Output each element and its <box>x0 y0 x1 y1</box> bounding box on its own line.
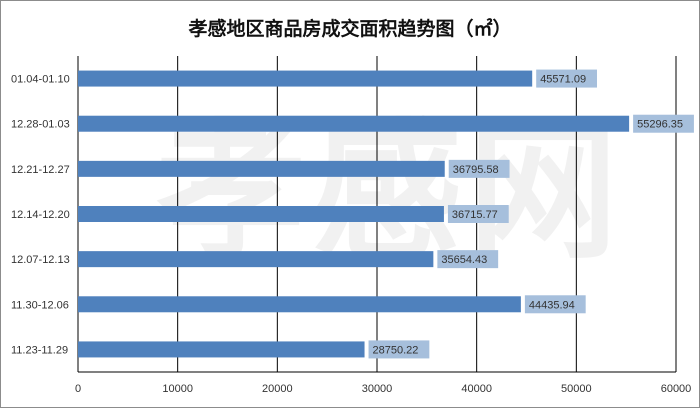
data-label-box <box>437 250 499 269</box>
data-label-box <box>633 114 694 133</box>
data-label: 36715.77 <box>452 209 498 221</box>
chart-title: 孝感地区商品房成交面积趋势图（㎡） <box>188 18 512 40</box>
category-label: 12.07-12.13 <box>11 254 70 266</box>
bar <box>78 115 630 132</box>
watermark: 孝感网 <box>155 106 624 280</box>
bar <box>78 206 444 222</box>
x-tick-label: 20000 <box>262 383 293 395</box>
category-label: 11.23-11.29 <box>11 344 68 356</box>
category-label: 12.14-12.20 <box>11 209 70 221</box>
category-label: 12.28-01.03 <box>11 119 70 131</box>
x-tick-label: 10000 <box>162 383 193 395</box>
bar <box>78 341 365 358</box>
x-tick-label: 40000 <box>461 383 492 395</box>
data-label: 36795.58 <box>453 164 499 176</box>
bar <box>78 160 445 177</box>
bar <box>78 70 533 87</box>
category-label: 11.30-12.06 <box>11 299 69 311</box>
category-label: 12.21-12.27 <box>11 164 70 176</box>
x-tick-label: 0 <box>75 383 81 395</box>
data-label: 55296.35 <box>637 119 683 131</box>
data-label-box <box>447 205 509 223</box>
bar <box>78 251 434 268</box>
data-label-box <box>524 295 586 314</box>
bar <box>78 296 521 313</box>
data-label: 28750.22 <box>373 344 419 356</box>
x-tick-label: 60000 <box>661 383 692 395</box>
x-tick-label: 30000 <box>362 383 393 395</box>
data-label-box <box>368 340 430 359</box>
x-tick-label: 50000 <box>561 383 592 395</box>
category-label: 01.04-01.10 <box>11 74 70 86</box>
data-label: 45571.09 <box>540 74 586 86</box>
data-label: 44435.94 <box>529 299 575 311</box>
data-label-box <box>536 69 597 88</box>
data-label-box <box>448 159 510 178</box>
data-label: 35654.43 <box>441 254 487 266</box>
